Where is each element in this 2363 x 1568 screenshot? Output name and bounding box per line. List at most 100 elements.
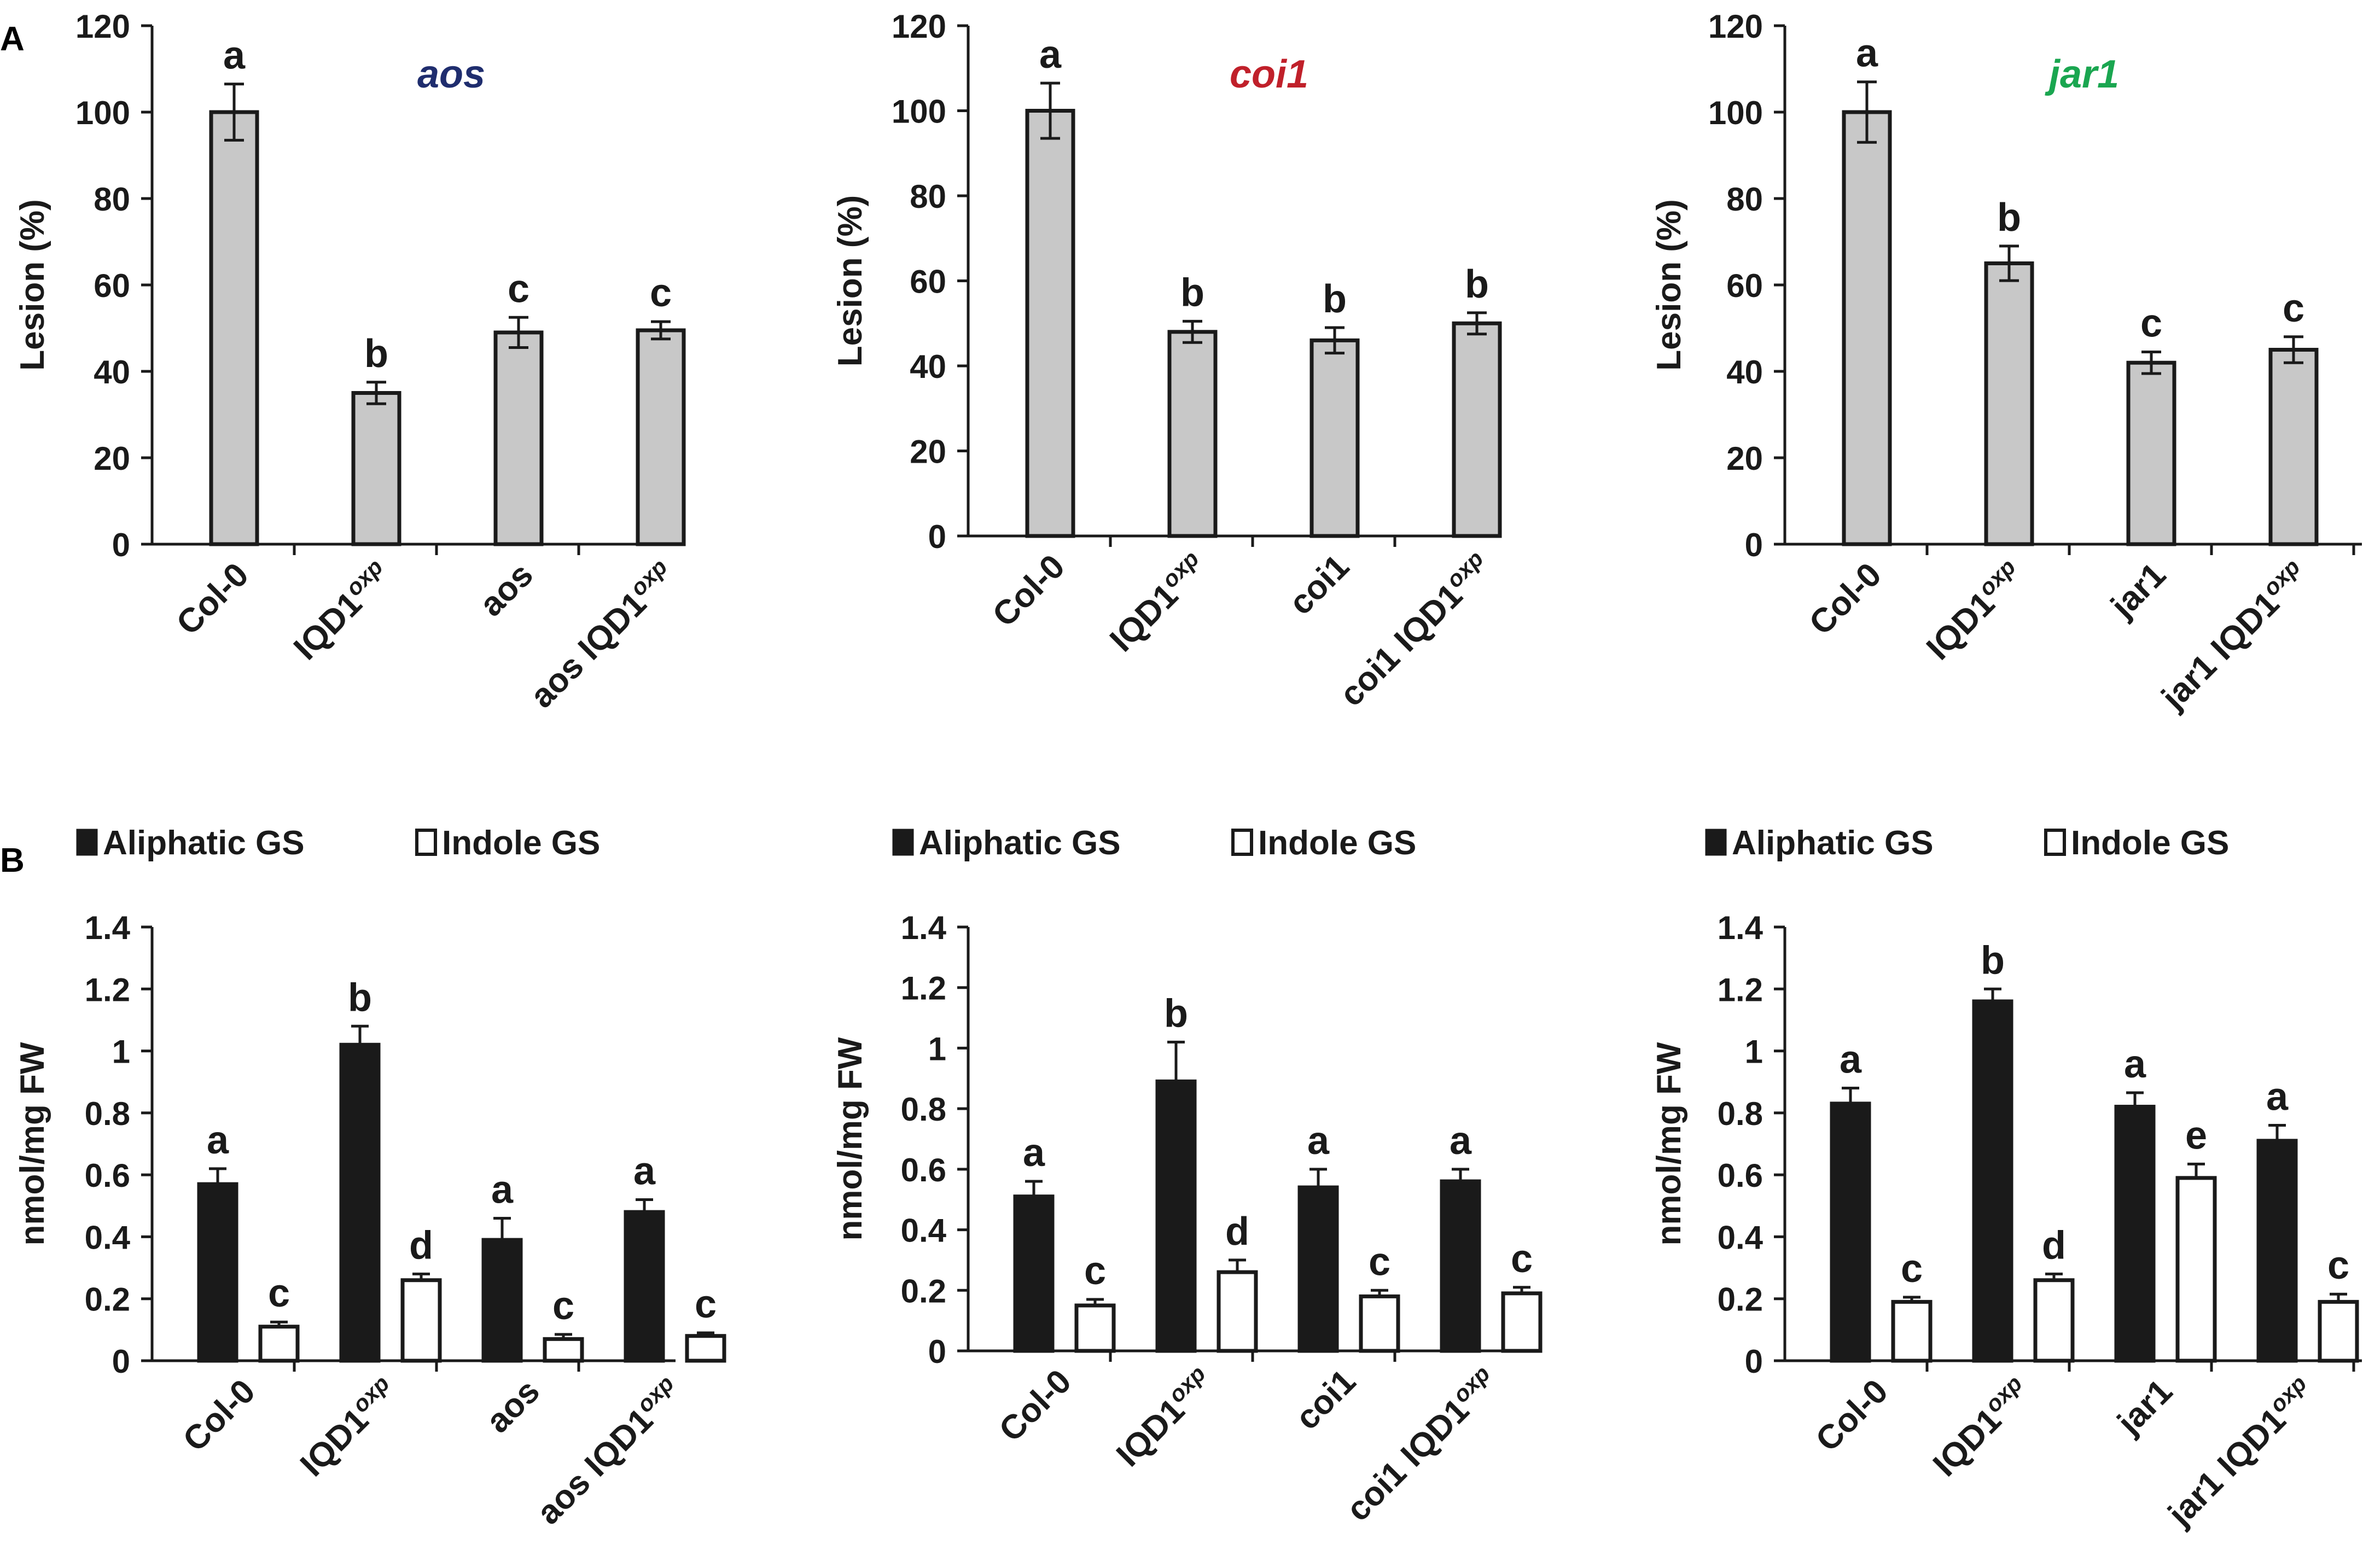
legend-label-indole: Indole GS [1258, 824, 1416, 862]
x-category-label: aos [473, 556, 540, 623]
y-tick-label: 1.2 [85, 971, 130, 1008]
x-category-label: coi1 [1288, 1362, 1363, 1437]
significance-letter: a [2266, 1075, 2289, 1119]
y-tick-label: 1.2 [901, 970, 946, 1007]
y-tick-label: 40 [1726, 354, 1763, 390]
y-tick-label: 80 [1726, 181, 1763, 218]
y-tick-label: 0.4 [901, 1213, 947, 1249]
x-category-label: jar1 [2103, 556, 2173, 626]
significance-letter: a [633, 1149, 656, 1193]
y-tick-label: 40 [94, 354, 130, 390]
y-tick-label: 120 [892, 8, 946, 45]
category-main: Col-0 [986, 547, 1072, 634]
x-category-label: jar1 IQD1oxp [2159, 1371, 2322, 1534]
significance-letter: e [2185, 1114, 2207, 1157]
legend-label-indole: Indole GS [442, 824, 600, 862]
y-tick-label: 60 [910, 264, 946, 300]
bar-indole [2175, 1176, 2217, 1363]
y-tick-label: 0.2 [1718, 1281, 1763, 1318]
chart-4: 0 0.2 0.4 0.6 0.8 1 1.2 1.4 nmol/mg FW Col-0 IQD1o… [14, 824, 726, 1532]
chart-1: 0 20 40 60 80 100 120 Lesion (%) Col-0 IQD1oxp aos… [14, 8, 686, 715]
legend-swatch-indole [2044, 829, 2066, 856]
significance-letter: d [409, 1223, 433, 1267]
bar-aliphatic [624, 1210, 665, 1363]
y-tick-label: 0 [112, 527, 130, 563]
x-category-label: Col-0 [176, 1372, 263, 1459]
category-main: jar1 IQD1 [2161, 1401, 2293, 1534]
bar [1984, 261, 2034, 546]
bar-aliphatic [481, 1238, 523, 1363]
y-tick-label: 0.4 [85, 1219, 131, 1256]
y-tick-label: 60 [94, 267, 130, 304]
y-axis-label: Lesion (%) [1650, 199, 1688, 370]
y-tick-label: 0.6 [85, 1157, 130, 1194]
bar-aliphatic [1297, 1185, 1339, 1353]
category-main: jar1 [2110, 1372, 2180, 1442]
y-tick-label: 120 [75, 8, 130, 45]
bar-aliphatic [339, 1042, 381, 1363]
y-tick-label: 60 [1726, 267, 1763, 304]
bar [209, 110, 259, 546]
y-tick-label: 120 [1708, 8, 1763, 45]
y-tick-label: 0 [928, 518, 946, 555]
significance-letter: c [508, 267, 529, 311]
chart-title: aos [417, 53, 485, 96]
x-category-label: jar1 IQD1oxp [2152, 554, 2315, 717]
category-main: Col-0 [170, 556, 256, 642]
bar [1842, 110, 1892, 546]
y-tick-label: 80 [910, 178, 946, 215]
bar-indole [685, 1334, 726, 1363]
category-main: aos [473, 556, 540, 623]
y-tick-label: 1 [928, 1030, 946, 1067]
category-main: aos IQD1 [523, 585, 654, 715]
bar-aliphatic [1013, 1194, 1055, 1353]
x-category-label: IQD1oxp [1101, 546, 1214, 659]
y-tick-label: 20 [1726, 440, 1763, 477]
x-category-label: coi1 IQD1oxp [1337, 1361, 1505, 1529]
bar-indole [1359, 1294, 1400, 1353]
significance-letter: a [207, 1118, 229, 1162]
significance-letter: b [1465, 263, 1489, 306]
legend-swatch-indole [415, 829, 437, 856]
bar-aliphatic [2256, 1139, 2298, 1363]
significance-letter: b [1981, 939, 2005, 982]
bar-indole [2318, 1299, 2359, 1363]
bar [1025, 109, 1075, 538]
bar-aliphatic [2114, 1105, 2156, 1363]
y-axis-label: Lesion (%) [14, 199, 51, 370]
significance-letter: c [695, 1283, 717, 1326]
significance-letter: a [2124, 1042, 2146, 1086]
legend: Aliphatic GS Indole GS [892, 824, 1416, 862]
significance-letter: c [2327, 1244, 2349, 1287]
category-main: jar1 IQD1 [2154, 585, 2286, 717]
y-axis-label: nmol/mg FW [1650, 1042, 1688, 1245]
y-tick-label: 100 [75, 95, 130, 131]
legend-swatch-aliphatic [1705, 829, 1727, 856]
significance-letter: b [1180, 271, 1204, 314]
y-tick-label: 100 [892, 94, 946, 130]
significance-letter: c [1511, 1237, 1533, 1281]
significance-letter: b [1164, 992, 1188, 1035]
y-axis-label: nmol/mg FW [831, 1037, 869, 1240]
significance-letter: d [2042, 1223, 2066, 1267]
significance-letter: c [650, 271, 672, 315]
legend-label-aliphatic: Aliphatic GS [103, 824, 305, 862]
significance-letter: c [1369, 1240, 1390, 1284]
y-tick-label: 0.4 [1718, 1219, 1763, 1256]
legend: Aliphatic GS Indole GS [1705, 824, 2229, 862]
category-main: coi1 IQD1 [1332, 576, 1470, 714]
y-tick-label: 0 [1745, 1343, 1763, 1380]
significance-letter: a [1039, 33, 1062, 77]
legend-swatch-aliphatic [76, 829, 98, 856]
category-main: Col-0 [1809, 1372, 1895, 1459]
y-tick-label: 1.4 [901, 910, 947, 946]
panel-label-a: A [0, 20, 25, 58]
category-main: Col-0 [1802, 556, 1889, 642]
significance-letter: a [1840, 1038, 1862, 1082]
y-tick-label: 0.8 [85, 1095, 130, 1132]
x-category-label: Col-0 [170, 556, 256, 642]
y-tick-label: 20 [94, 440, 130, 477]
chart-6: 0 0.2 0.4 0.6 0.8 1 1.2 1.4 nmol/mg FW Col-0 IQD1o… [1650, 824, 2362, 1534]
